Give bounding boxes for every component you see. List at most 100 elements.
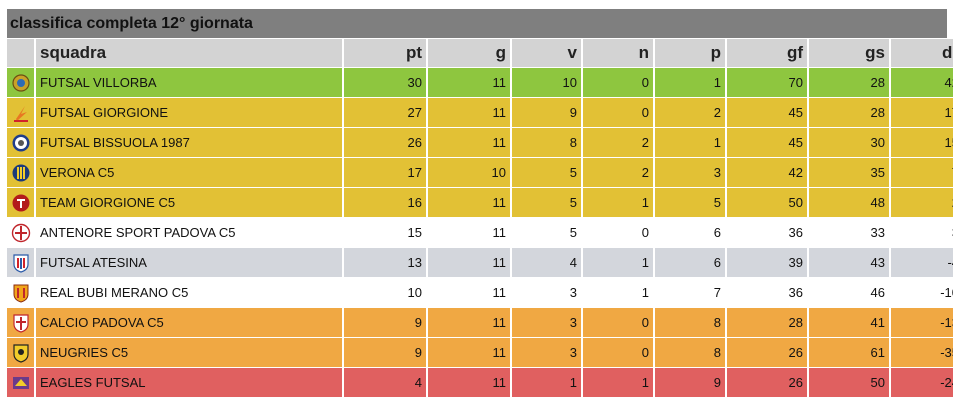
cell-p: 9 <box>655 368 725 397</box>
team-logo-cell <box>7 278 34 307</box>
cell-dr: -35 <box>891 338 953 367</box>
cell-gs: 48 <box>809 188 889 217</box>
team-name[interactable]: FUTSAL ATESINA <box>36 248 342 277</box>
cell-gf: 26 <box>727 338 807 367</box>
cell-gs: 50 <box>809 368 889 397</box>
cell-g: 11 <box>428 308 510 337</box>
cell-v: 10 <box>512 68 581 97</box>
cell-gf: 50 <box>727 188 807 217</box>
header-v[interactable]: v <box>512 39 581 67</box>
cell-n: 2 <box>583 158 653 187</box>
giorgione-crest-icon <box>11 102 31 124</box>
team-name[interactable]: NEUGRIES C5 <box>36 338 342 367</box>
header-gf[interactable]: gf <box>727 39 807 67</box>
standings-table: squadra pt g v n p gf gs dr FUTSAL VILLO… <box>5 38 953 398</box>
cell-g: 11 <box>428 98 510 127</box>
cell-gs: 30 <box>809 128 889 157</box>
cell-v: 3 <box>512 338 581 367</box>
header-team[interactable]: squadra <box>36 39 342 67</box>
cell-v: 8 <box>512 128 581 157</box>
team-name[interactable]: EAGLES FUTSAL <box>36 368 342 397</box>
cell-pt: 30 <box>344 68 426 97</box>
cell-gf: 42 <box>727 158 807 187</box>
header-dr[interactable]: dr <box>891 39 953 67</box>
cell-n: 0 <box>583 68 653 97</box>
cell-dr: -4 <box>891 248 953 277</box>
cell-dr: 42 <box>891 68 953 97</box>
cell-gs: 33 <box>809 218 889 247</box>
cell-gs: 35 <box>809 158 889 187</box>
team-name[interactable]: VERONA C5 <box>36 158 342 187</box>
header-g[interactable]: g <box>428 39 510 67</box>
table-row[interactable]: FUTSAL VILLORBA30111001702842 <box>7 68 953 97</box>
team-logo-cell <box>7 248 34 277</box>
eagles-crest-icon <box>11 372 31 394</box>
team-name[interactable]: FUTSAL BISSUOLA 1987 <box>36 128 342 157</box>
cell-dr: 3 <box>891 218 953 247</box>
cell-pt: 9 <box>344 308 426 337</box>
cell-gs: 61 <box>809 338 889 367</box>
cell-n: 0 <box>583 218 653 247</box>
team-name[interactable]: TEAM GIORGIONE C5 <box>36 188 342 217</box>
cell-g: 11 <box>428 338 510 367</box>
villorba-crest-icon <box>11 72 31 94</box>
header-p[interactable]: p <box>655 39 725 67</box>
cell-n: 0 <box>583 308 653 337</box>
atesina-crest-icon <box>11 252 31 274</box>
cell-g: 11 <box>428 68 510 97</box>
cell-v: 4 <box>512 248 581 277</box>
cell-pt: 10 <box>344 278 426 307</box>
cell-p: 5 <box>655 188 725 217</box>
table-row[interactable]: ANTENORE SPORT PADOVA C5151150636333 <box>7 218 953 247</box>
table-row[interactable]: FUTSAL GIORGIONE2711902452817 <box>7 98 953 127</box>
cell-pt: 16 <box>344 188 426 217</box>
cell-v: 9 <box>512 98 581 127</box>
header-row: squadra pt g v n p gf gs dr <box>7 39 953 67</box>
cell-p: 8 <box>655 308 725 337</box>
table-row[interactable]: VERONA C5171052342357 <box>7 158 953 187</box>
cell-g: 10 <box>428 158 510 187</box>
cell-p: 8 <box>655 338 725 367</box>
cell-gf: 39 <box>727 248 807 277</box>
cell-gf: 70 <box>727 68 807 97</box>
cell-gs: 41 <box>809 308 889 337</box>
cell-g: 11 <box>428 368 510 397</box>
table-row[interactable]: TEAM GIORGIONE C5161151550482 <box>7 188 953 217</box>
cell-pt: 27 <box>344 98 426 127</box>
header-gs[interactable]: gs <box>809 39 889 67</box>
team-name[interactable]: ANTENORE SPORT PADOVA C5 <box>36 218 342 247</box>
verona-crest-icon <box>11 162 31 184</box>
cell-pt: 13 <box>344 248 426 277</box>
team-name[interactable]: FUTSAL GIORGIONE <box>36 98 342 127</box>
cell-dr: -13 <box>891 308 953 337</box>
cell-v: 5 <box>512 158 581 187</box>
team-name[interactable]: CALCIO PADOVA C5 <box>36 308 342 337</box>
cell-gf: 45 <box>727 98 807 127</box>
cell-g: 11 <box>428 248 510 277</box>
table-row[interactable]: FUTSAL BISSUOLA 19872611821453015 <box>7 128 953 157</box>
team-name[interactable]: FUTSAL VILLORBA <box>36 68 342 97</box>
header-n[interactable]: n <box>583 39 653 67</box>
cell-gs: 46 <box>809 278 889 307</box>
team-logo-cell <box>7 368 34 397</box>
team-name[interactable]: REAL BUBI MERANO C5 <box>36 278 342 307</box>
cell-dr: 15 <box>891 128 953 157</box>
cell-p: 1 <box>655 68 725 97</box>
team-giorgione-crest-icon <box>11 192 31 214</box>
neugries-crest-icon <box>11 342 31 364</box>
team-logo-cell <box>7 98 34 127</box>
cell-v: 1 <box>512 368 581 397</box>
cell-pt: 17 <box>344 158 426 187</box>
cell-pt: 9 <box>344 338 426 367</box>
header-pt[interactable]: pt <box>344 39 426 67</box>
cell-gf: 36 <box>727 278 807 307</box>
cell-n: 1 <box>583 188 653 217</box>
cell-p: 6 <box>655 218 725 247</box>
cell-n: 2 <box>583 128 653 157</box>
cell-dr: 7 <box>891 158 953 187</box>
